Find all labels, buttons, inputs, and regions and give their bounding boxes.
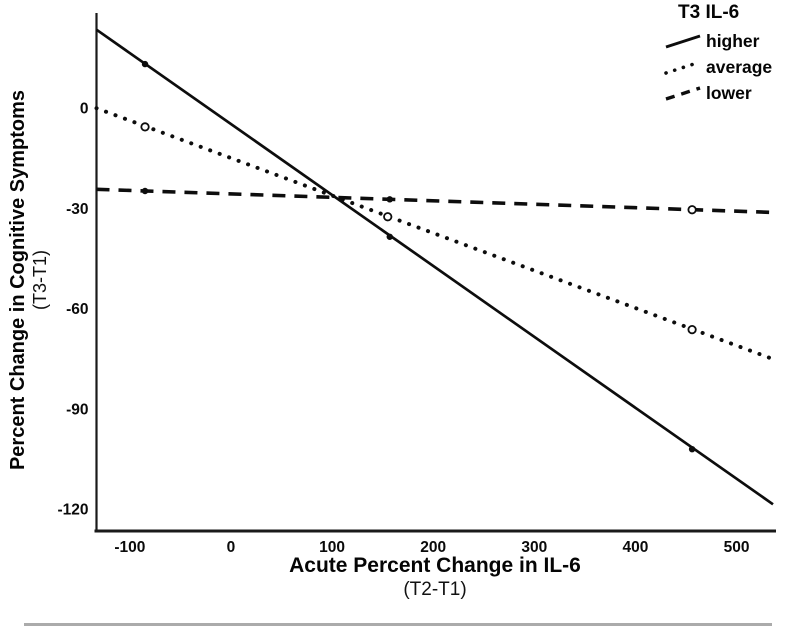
y-axis-title-sub: (T3-T1) <box>30 250 51 311</box>
legend-label-average: average <box>706 56 773 77</box>
series-line-higher <box>95 28 774 506</box>
data-point-lower <box>687 205 697 215</box>
y-axis-title: Percent Change in Cognitive Symptoms (T3… <box>0 20 58 540</box>
x-tick-label: 500 <box>724 539 750 556</box>
data-point-higher <box>386 233 393 240</box>
y-tick-label: -90 <box>66 401 88 418</box>
y-tick-label: -120 <box>57 501 88 518</box>
legend-item-higher: higher <box>664 28 786 54</box>
legend-dotted-line-icon <box>664 60 702 75</box>
x-tick-label: 200 <box>420 539 446 556</box>
legend-label-lower: lower <box>706 82 752 103</box>
series-line-lower <box>96 187 774 215</box>
x-tick-label: 100 <box>319 539 345 556</box>
y-tick-label: -60 <box>66 301 88 318</box>
figure-border <box>24 623 772 626</box>
x-axis-title: Acute Percent Change in IL-6 (T2-T1) <box>96 554 774 600</box>
legend-title: T3 IL-6 <box>678 2 740 23</box>
legend-dashed-line-icon <box>665 86 701 101</box>
legend: T3 IL-6 higher average lower <box>664 2 786 106</box>
data-point-lower <box>141 187 149 195</box>
legend-item-average: average <box>664 54 786 80</box>
data-point-average <box>687 325 697 335</box>
legend-item-lower: lower <box>664 80 786 106</box>
data-point-average <box>140 122 150 132</box>
x-axis-title-sub: (T2-T1) <box>403 579 467 600</box>
y-axis-title-main: Percent Change in Cognitive Symptoms <box>7 89 30 471</box>
x-tick-label: 400 <box>623 539 649 556</box>
data-point-lower <box>386 196 393 203</box>
x-tick-label: 300 <box>521 539 547 556</box>
y-tick-label: 0 <box>80 101 89 118</box>
series-line-average <box>94 106 774 361</box>
legend-label-higher: higher <box>706 30 760 51</box>
data-point-average <box>383 212 393 222</box>
x-tick-label: 0 <box>227 539 236 556</box>
data-point-higher <box>688 445 696 453</box>
x-axis-title-main: Acute Percent Change in IL-6 <box>289 554 581 577</box>
y-tick-label: -30 <box>66 201 88 218</box>
data-point-higher <box>141 60 149 68</box>
x-tick-label: -100 <box>114 539 145 556</box>
legend-solid-line-icon <box>665 34 701 49</box>
